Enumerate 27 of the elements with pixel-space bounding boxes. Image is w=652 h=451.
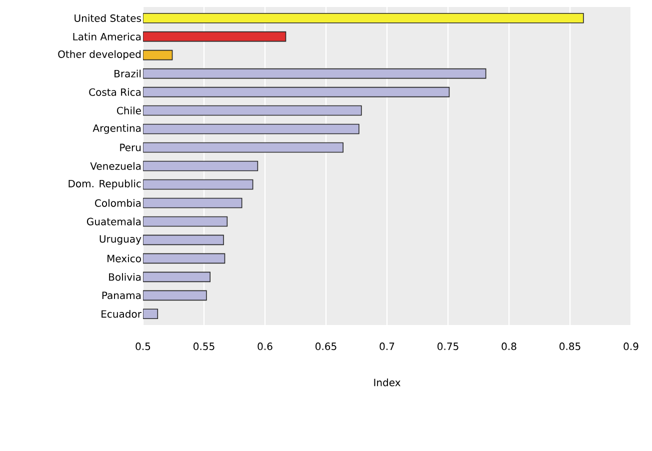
- y-tick-label: Argentina: [92, 124, 141, 134]
- y-tick-label: Brazil: [114, 70, 141, 78]
- y-tick-label: Chile: [117, 106, 141, 114]
- x-tick-label: 0.75: [438, 342, 458, 350]
- y-tick-label: Guatemala: [86, 218, 141, 226]
- y-tick-label: Latin America: [73, 32, 141, 40]
- x-tick-label: 0.9: [624, 342, 638, 350]
- y-tick-label: Dom. Republic: [68, 180, 141, 190]
- x-tick-label: 0.7: [380, 342, 394, 350]
- y-tick-label: Ecuador: [102, 310, 142, 318]
- y-tick-label: Uruguay: [100, 235, 142, 245]
- x-tick-label: 0.85: [560, 342, 580, 350]
- y-tick-label: Bolivia: [109, 273, 141, 281]
- x-axis-title: Index: [374, 378, 400, 386]
- y-tick-label: Costa Rica: [89, 88, 141, 96]
- x-tick-label: 0.65: [316, 342, 336, 350]
- x-tick-label: 0.8: [502, 342, 516, 350]
- y-tick-label: Colombia: [95, 199, 141, 207]
- x-tick-label: 0.55: [194, 342, 214, 350]
- y-tick-label: Peru: [120, 144, 141, 152]
- y-tick-label: Venezuela: [90, 162, 141, 170]
- y-tick-label: Panama: [102, 292, 141, 300]
- x-tick-label: 0.6: [258, 342, 272, 350]
- y-tick-label: Other developed: [58, 50, 141, 60]
- x-tick-label: 0.5: [136, 342, 150, 350]
- y-tick-label: United States: [74, 14, 141, 22]
- y-tick-label: Mexico: [108, 254, 141, 262]
